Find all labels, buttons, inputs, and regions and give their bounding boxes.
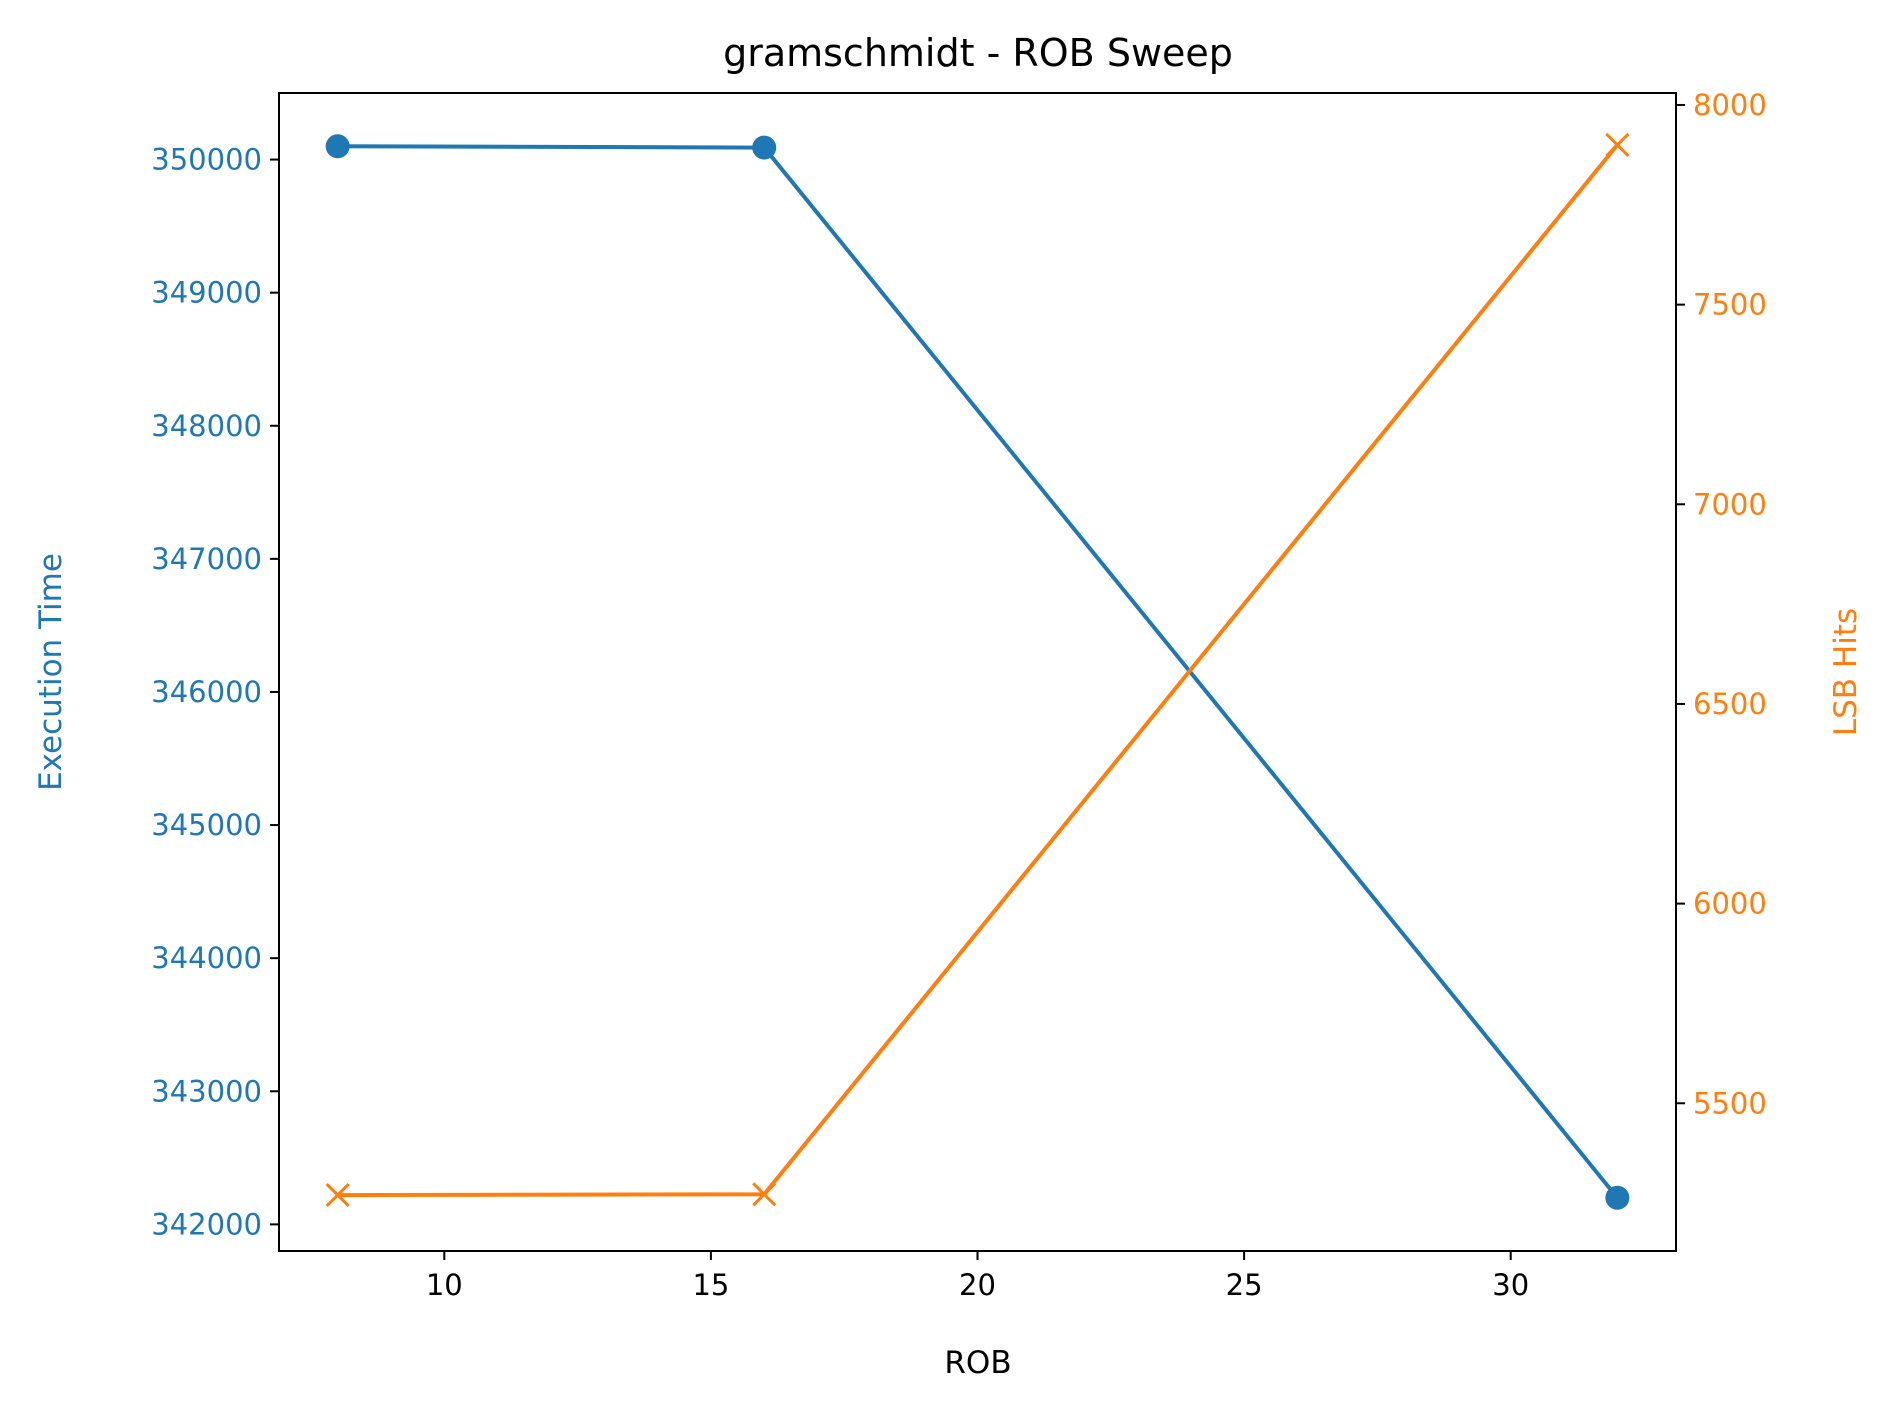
left-tick-label: 349000 xyxy=(151,276,262,310)
data-point xyxy=(325,1183,350,1208)
chart-title: gramschmidt - ROB Sweep xyxy=(723,31,1233,75)
series-layer xyxy=(325,132,1630,1210)
series-line xyxy=(337,143,1619,1198)
series-line xyxy=(337,144,1619,1200)
right-tick-label: 7000 xyxy=(1693,487,1767,521)
data-point xyxy=(1605,1185,1630,1210)
series-1 xyxy=(325,134,1630,1210)
right-tick-label: 7500 xyxy=(1693,288,1767,322)
plot-frame xyxy=(278,92,1677,1252)
data-point xyxy=(1605,132,1630,157)
x-axis-label: ROB xyxy=(944,1345,1011,1381)
right-axis-label: LSB Hits xyxy=(1828,608,1864,736)
x-axis-ticks: 10 15 20 25 30 xyxy=(426,1251,1529,1302)
left-tick-label: 342000 xyxy=(151,1207,262,1241)
left-axis-ticks: 342000 343000 344000 345000 346000 347000 3480… xyxy=(151,143,279,1241)
data-point xyxy=(752,1182,777,1207)
x-tick-label: 15 xyxy=(692,1268,729,1302)
right-tick-label: 6000 xyxy=(1693,887,1767,921)
left-tick-label: 345000 xyxy=(151,808,262,842)
series-2 xyxy=(325,132,1630,1208)
left-tick-label: 344000 xyxy=(151,941,262,975)
right-axis-ticks: 5500 6000 6500 7000 7500 8000 xyxy=(1676,88,1767,1120)
right-tick-label: 6500 xyxy=(1693,687,1767,721)
data-point xyxy=(325,134,350,159)
data-point xyxy=(752,135,777,160)
left-tick-label: 343000 xyxy=(151,1074,262,1108)
x-tick-label: 10 xyxy=(426,1268,463,1302)
x-tick-label: 30 xyxy=(1492,1268,1529,1302)
left-tick-label: 348000 xyxy=(151,409,262,443)
x-tick-label: 20 xyxy=(959,1268,996,1302)
left-axis-label: Execution Time xyxy=(33,553,69,791)
right-tick-label: 5500 xyxy=(1693,1086,1767,1120)
right-tick-label: 8000 xyxy=(1693,88,1767,122)
x-tick-label: 25 xyxy=(1226,1268,1263,1302)
left-tick-label: 350000 xyxy=(151,143,262,177)
left-tick-label: 347000 xyxy=(151,542,262,576)
left-tick-label: 346000 xyxy=(151,675,262,709)
